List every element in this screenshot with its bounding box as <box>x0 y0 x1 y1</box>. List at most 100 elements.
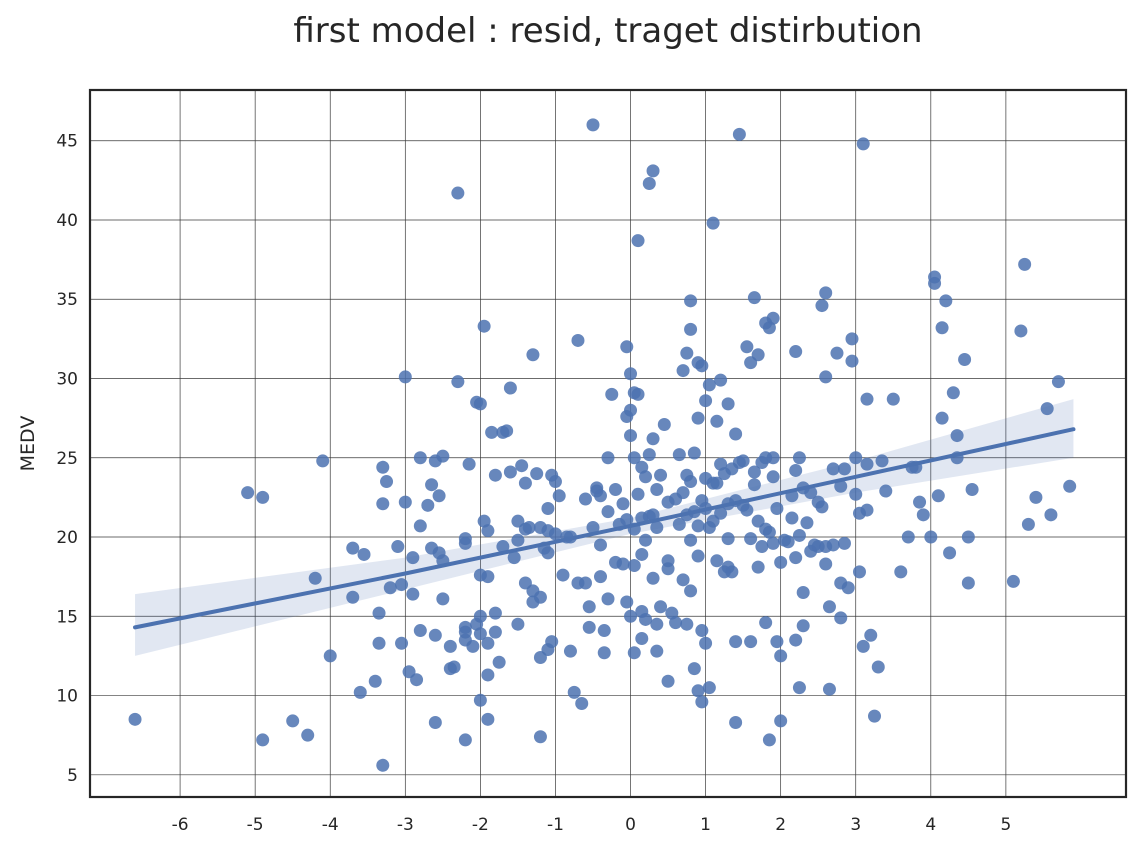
data-point <box>481 570 495 584</box>
data-point <box>695 695 709 709</box>
data-point <box>781 535 795 549</box>
data-point <box>541 501 555 515</box>
data-point <box>624 429 638 443</box>
data-point <box>466 639 480 653</box>
data-point <box>747 478 761 492</box>
data-point <box>710 414 724 428</box>
data-point <box>593 489 607 503</box>
x-tick-label: -2 <box>472 815 489 835</box>
x-tick-label: -5 <box>247 815 264 835</box>
data-point <box>860 503 874 517</box>
data-point <box>650 482 664 496</box>
plot-frame <box>88 88 1128 799</box>
data-point <box>462 457 476 471</box>
data-point <box>301 728 315 742</box>
data-point <box>639 612 653 626</box>
data-point <box>691 411 705 425</box>
data-point <box>533 730 547 744</box>
data-point <box>620 513 634 527</box>
data-point <box>503 381 517 395</box>
confidence-band <box>135 399 1074 656</box>
data-point <box>684 533 698 547</box>
data-point <box>762 525 776 539</box>
data-point <box>770 635 784 649</box>
data-point <box>511 617 525 631</box>
data-point <box>1006 574 1020 588</box>
data-point <box>413 624 427 638</box>
data-point <box>819 557 833 571</box>
data-point <box>792 451 806 465</box>
data-point <box>747 465 761 479</box>
data-point <box>939 294 953 308</box>
data-point <box>766 470 780 484</box>
data-point <box>601 592 615 606</box>
y-tick-label: 25 <box>56 449 78 469</box>
data-point <box>567 685 581 699</box>
y-tick-label: 45 <box>56 132 78 152</box>
data-point <box>601 505 615 519</box>
data-point <box>672 448 686 462</box>
data-point <box>515 459 529 473</box>
data-point <box>593 538 607 552</box>
data-point <box>597 624 611 638</box>
data-point <box>886 392 900 406</box>
data-point <box>928 270 942 284</box>
data-point <box>256 490 270 504</box>
data-point <box>624 367 638 381</box>
data-point <box>751 348 765 362</box>
data-point <box>639 470 653 484</box>
data-point <box>593 570 607 584</box>
data-point <box>473 397 487 411</box>
data-point <box>541 546 555 560</box>
data-point <box>961 530 975 544</box>
data-point <box>931 489 945 503</box>
data-point <box>376 497 390 511</box>
data-point <box>286 714 300 728</box>
data-point <box>372 636 386 650</box>
data-point <box>789 345 803 359</box>
data-point <box>383 581 397 595</box>
data-point <box>395 578 409 592</box>
data-point <box>819 370 833 384</box>
data-point <box>725 565 739 579</box>
data-point <box>609 482 623 496</box>
data-point <box>650 644 664 658</box>
y-axis-label: MEDV <box>17 416 39 472</box>
data-point <box>785 511 799 525</box>
data-point <box>241 486 255 500</box>
data-point <box>380 475 394 489</box>
data-point <box>676 486 690 500</box>
data-point <box>691 519 705 533</box>
x-tick-label: 2 <box>775 815 786 835</box>
data-point <box>822 682 836 696</box>
data-point <box>406 587 420 601</box>
data-point <box>901 530 915 544</box>
data-point <box>642 177 656 191</box>
x-tick-labels: -6 -5 -4 -3 -2 -1 0 1 2 3 4 5 <box>172 815 1012 835</box>
data-point <box>935 411 949 425</box>
data-point <box>830 346 844 360</box>
data-point <box>710 554 724 568</box>
data-point <box>849 451 863 465</box>
data-point <box>526 348 540 362</box>
data-point <box>616 497 630 511</box>
data-point <box>669 616 683 630</box>
data-point <box>766 536 780 550</box>
data-point <box>458 733 472 747</box>
data-point <box>406 551 420 565</box>
data-point <box>714 506 728 520</box>
data-point <box>372 606 386 620</box>
data-point <box>518 476 532 490</box>
x-tick-label: -6 <box>172 815 189 835</box>
data-point <box>755 540 769 554</box>
data-point <box>759 616 773 630</box>
data-point <box>451 375 465 389</box>
data-point <box>695 359 709 373</box>
data-point <box>841 581 855 595</box>
data-point <box>410 673 424 687</box>
data-point <box>935 321 949 335</box>
data-point <box>845 354 859 368</box>
data-point <box>826 538 840 552</box>
data-point <box>428 715 442 729</box>
data-point <box>447 660 461 674</box>
